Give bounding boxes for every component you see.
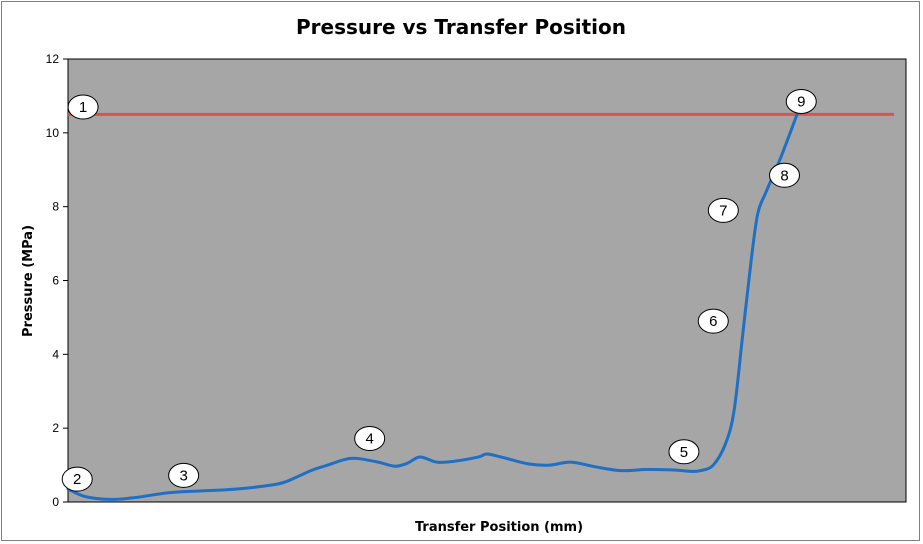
annotation-label: 7: [719, 202, 727, 219]
annotation-label: 6: [709, 313, 717, 330]
y-tick-label: 12: [46, 52, 60, 66]
y-tick-label: 2: [52, 421, 59, 435]
annotation-label: 1: [79, 99, 87, 116]
annotation-marker-4: 4: [354, 426, 386, 452]
annotation-markers: 1 2 3 4 5 6 7 8 9: [61, 88, 817, 492]
series-line-pressure: [66, 112, 799, 501]
annotation-marker-7: 7: [707, 197, 739, 223]
plot-area: [67, 58, 907, 503]
annotation-circle: [768, 162, 800, 188]
annotation-marker-6: 6: [697, 308, 729, 334]
annotation-label: 5: [680, 444, 688, 461]
annotation-label: 4: [366, 431, 374, 448]
annotation-circle: [67, 94, 99, 120]
annotation-circle: [168, 462, 200, 488]
annotation-marker-2: 2: [61, 466, 93, 492]
annotation-marker-8: 8: [768, 162, 800, 188]
y-tick-label: 0: [52, 495, 59, 509]
annotation-label: 3: [179, 467, 187, 484]
x-axis-title: Transfer Position (mm): [415, 520, 583, 535]
annotation-marker-1: 1: [67, 94, 99, 120]
annotation-circle: [785, 88, 817, 114]
y-axis-title: Pressure (MPa): [21, 225, 36, 337]
annotation-label: 8: [780, 167, 788, 184]
y-tick-label: 6: [52, 274, 59, 288]
chart-title: Pressure vs Transfer Position: [296, 15, 626, 39]
annotation-circle: [697, 308, 729, 334]
y-axis: 0 2 4 6 8 10 12: [46, 52, 68, 509]
annotation-label: 9: [797, 93, 805, 110]
annotation-circle: [354, 426, 386, 452]
annotation-circle: [668, 439, 700, 465]
annotation-label: 2: [73, 471, 81, 488]
y-tick-label: 10: [46, 126, 60, 140]
annotation-circle: [61, 466, 93, 492]
annotation-marker-3: 3: [168, 462, 200, 488]
annotation-circle: [707, 197, 739, 223]
annotation-marker-5: 5: [668, 439, 700, 465]
y-tick-label: 8: [52, 200, 59, 214]
annotation-marker-9: 9: [785, 88, 817, 114]
y-tick-label: 4: [52, 347, 59, 361]
